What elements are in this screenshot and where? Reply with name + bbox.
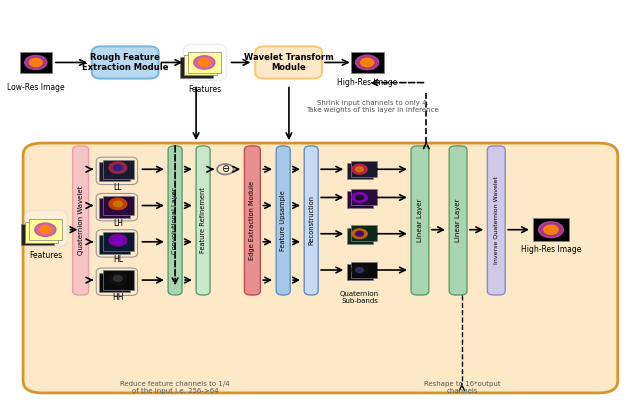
Text: Shrink input channels to only 4.
Take weights of this layer in inference: Shrink input channels to only 4. Take we… xyxy=(307,100,439,113)
FancyBboxPatch shape xyxy=(99,273,130,292)
FancyBboxPatch shape xyxy=(411,146,429,295)
Text: Reduce feature channels to 1/4
of the input i.e. 256->64: Reduce feature channels to 1/4 of the in… xyxy=(120,381,230,394)
FancyBboxPatch shape xyxy=(180,57,213,78)
Text: HH: HH xyxy=(112,293,124,302)
Text: Wavelet Transform
Module: Wavelet Transform Module xyxy=(244,53,334,72)
Circle shape xyxy=(109,273,127,284)
FancyBboxPatch shape xyxy=(351,262,377,278)
FancyBboxPatch shape xyxy=(533,218,569,241)
Circle shape xyxy=(194,56,215,69)
FancyBboxPatch shape xyxy=(449,146,467,295)
Circle shape xyxy=(352,164,367,174)
FancyBboxPatch shape xyxy=(351,161,377,177)
FancyBboxPatch shape xyxy=(103,232,134,251)
Text: Rough Feature
Extraction Module: Rough Feature Extraction Module xyxy=(82,53,168,72)
Circle shape xyxy=(356,167,364,172)
Circle shape xyxy=(198,59,211,66)
Circle shape xyxy=(356,268,364,272)
Circle shape xyxy=(40,226,51,233)
Circle shape xyxy=(352,193,367,202)
Text: High-Res Image: High-Res Image xyxy=(337,78,397,87)
FancyBboxPatch shape xyxy=(20,52,52,73)
FancyBboxPatch shape xyxy=(184,44,227,81)
Circle shape xyxy=(113,165,122,170)
Circle shape xyxy=(109,162,127,173)
Text: Feature Upsample: Feature Upsample xyxy=(280,190,286,251)
FancyBboxPatch shape xyxy=(73,146,88,295)
FancyBboxPatch shape xyxy=(103,160,134,179)
FancyBboxPatch shape xyxy=(348,228,373,244)
FancyBboxPatch shape xyxy=(21,224,54,245)
Circle shape xyxy=(113,276,122,281)
Circle shape xyxy=(25,56,47,70)
FancyBboxPatch shape xyxy=(351,189,377,205)
Text: Features: Features xyxy=(29,251,62,260)
Circle shape xyxy=(109,198,127,210)
FancyBboxPatch shape xyxy=(351,52,384,73)
Circle shape xyxy=(29,58,42,66)
FancyBboxPatch shape xyxy=(25,222,58,243)
FancyBboxPatch shape xyxy=(92,46,159,79)
Circle shape xyxy=(538,222,563,238)
Text: ⊖: ⊖ xyxy=(221,164,229,174)
FancyBboxPatch shape xyxy=(103,196,134,215)
Text: Quaternion
Sub-bands: Quaternion Sub-bands xyxy=(340,291,379,304)
FancyBboxPatch shape xyxy=(276,146,290,295)
FancyBboxPatch shape xyxy=(23,143,618,393)
Text: Quaternion Wavelet: Quaternion Wavelet xyxy=(77,186,84,255)
Text: Linear Layer: Linear Layer xyxy=(417,199,423,242)
Text: Edge Extraction Module: Edge Extraction Module xyxy=(250,181,255,260)
Text: Reshape to 16*output
channels: Reshape to 16*output channels xyxy=(424,381,500,394)
Text: High-Res Image: High-Res Image xyxy=(521,245,581,253)
Circle shape xyxy=(356,231,364,236)
FancyBboxPatch shape xyxy=(304,146,318,295)
Circle shape xyxy=(352,265,367,275)
Text: Feature Refinement: Feature Refinement xyxy=(200,187,206,253)
Circle shape xyxy=(113,237,122,243)
FancyBboxPatch shape xyxy=(188,52,221,73)
Circle shape xyxy=(35,223,56,237)
FancyBboxPatch shape xyxy=(103,270,134,290)
Circle shape xyxy=(113,201,122,207)
Text: Inverse Quaternion Wavelet: Inverse Quaternion Wavelet xyxy=(494,177,499,264)
Circle shape xyxy=(352,229,367,239)
FancyBboxPatch shape xyxy=(348,163,373,179)
Circle shape xyxy=(360,58,374,66)
FancyBboxPatch shape xyxy=(255,46,322,79)
FancyBboxPatch shape xyxy=(99,235,130,254)
Circle shape xyxy=(356,55,379,70)
Text: Features: Features xyxy=(188,85,221,94)
FancyBboxPatch shape xyxy=(244,146,260,295)
FancyBboxPatch shape xyxy=(99,198,130,218)
Text: HL: HL xyxy=(113,255,123,264)
Text: Reconstruction: Reconstruction xyxy=(308,195,314,245)
Text: Linear Layer: Linear Layer xyxy=(455,199,461,242)
Text: LH: LH xyxy=(113,219,123,228)
FancyBboxPatch shape xyxy=(348,264,373,280)
FancyBboxPatch shape xyxy=(196,146,210,295)
FancyBboxPatch shape xyxy=(24,210,68,247)
FancyBboxPatch shape xyxy=(168,146,182,295)
FancyBboxPatch shape xyxy=(348,191,373,208)
Circle shape xyxy=(356,195,364,200)
FancyBboxPatch shape xyxy=(488,146,505,295)
Circle shape xyxy=(109,235,127,246)
FancyBboxPatch shape xyxy=(351,225,377,241)
Text: Convolutional Layer: Convolutional Layer xyxy=(172,187,178,254)
FancyBboxPatch shape xyxy=(29,219,62,240)
Text: LL: LL xyxy=(114,183,122,191)
Circle shape xyxy=(544,225,558,234)
FancyBboxPatch shape xyxy=(99,162,130,181)
FancyBboxPatch shape xyxy=(184,54,217,75)
Text: Low-Res Image: Low-Res Image xyxy=(7,83,65,92)
